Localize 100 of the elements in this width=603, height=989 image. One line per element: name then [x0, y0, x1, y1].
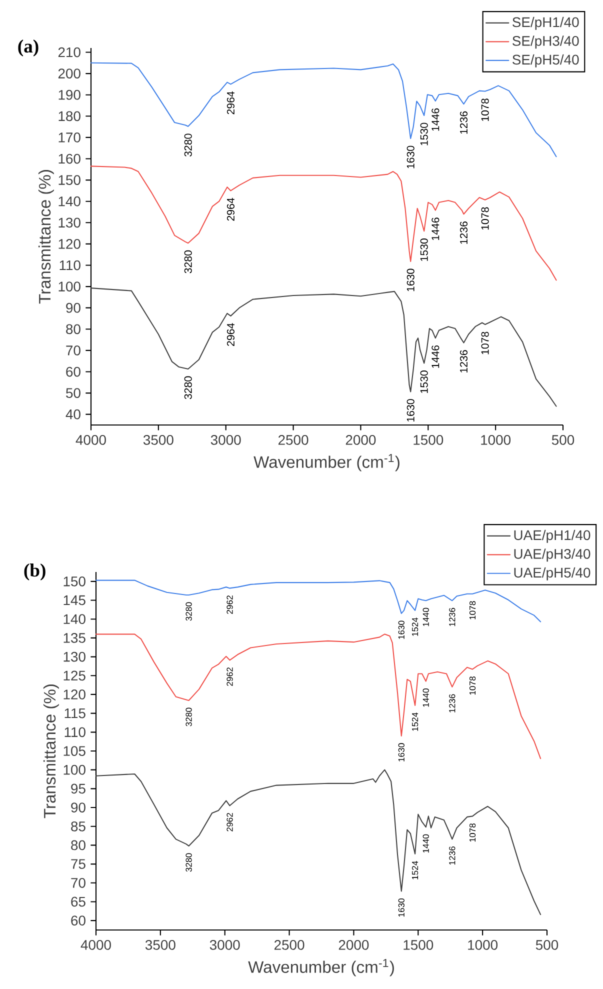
chart-title: (b) [24, 564, 46, 580]
y-tick-label: 85 [71, 821, 86, 832]
annotation: 1078 [469, 676, 476, 695]
y-tick-label: 150 [64, 576, 86, 586]
x-tick-label: 4000 [76, 435, 106, 445]
annotation: 3280 [184, 134, 192, 157]
annotation: 1630 [398, 620, 404, 639]
y-tick-label: 170 [58, 132, 80, 142]
annotation: 1078 [469, 601, 476, 620]
x-tick-label: 3500 [143, 435, 174, 445]
annotation: 3280 [186, 602, 192, 621]
legend-label: SE/pH1/40 [512, 16, 579, 30]
annotation: 1630 [406, 146, 414, 168]
y-tick-label: 150 [58, 175, 80, 185]
y-tick-label: 130 [58, 218, 80, 228]
annotation: 3280 [184, 250, 192, 274]
annotation: 1078 [469, 823, 476, 842]
y-tick-label: 95 [71, 784, 86, 794]
y-axis-title: Transmittance (%) [38, 170, 54, 304]
y-tick-label: 180 [58, 111, 80, 122]
annotation: 1078 [481, 98, 489, 121]
x-tick-label: 3000 [210, 435, 241, 445]
legend-label: SE/pH5/40 [512, 54, 579, 68]
annotation: 3280 [186, 708, 192, 726]
line-series [95, 769, 542, 916]
annotation: 1078 [481, 207, 489, 230]
annotation: 1524 [412, 861, 418, 880]
y-tick-label: 75 [71, 859, 86, 869]
x-tick-label: 2000 [338, 940, 369, 950]
annotation: 1440 [422, 834, 429, 853]
annotation: 2964 [226, 198, 234, 221]
y-tick-label: 100 [64, 764, 86, 775]
annotation: 1524 [412, 712, 418, 731]
annotation: 1630 [406, 399, 414, 422]
annotation: 2962 [226, 596, 233, 614]
annotation: 1078 [481, 332, 489, 354]
y-tick-label: 120 [64, 690, 86, 700]
annotation: 1630 [398, 898, 404, 917]
y-tick-label: 50 [66, 388, 80, 398]
y-tick-label: 140 [58, 196, 80, 206]
annotation: 1446 [432, 345, 440, 368]
y-tick-label: 90 [71, 802, 86, 812]
annotation: 1236 [460, 350, 468, 373]
y-tick-label: 60 [71, 916, 86, 926]
y-tick-label: 110 [60, 260, 80, 270]
annotation: 3280 [186, 853, 192, 872]
x-tick-label: 1500 [404, 940, 434, 950]
y-tick-label: 140 [64, 614, 86, 624]
annotation: 2964 [226, 91, 234, 114]
y-tick-label: 80 [66, 324, 80, 334]
x-tick-label: 1500 [414, 435, 444, 445]
y-tick-label: 210 [58, 47, 80, 58]
x-tick-label: 500 [552, 435, 574, 445]
x-tick-label: 2000 [346, 435, 376, 445]
y-tick-label: 160 [58, 154, 80, 164]
x-tick-label: 3000 [210, 940, 240, 950]
y-tick-label: 115 [64, 708, 86, 718]
legend-label: SE/pH3/40 [512, 36, 579, 49]
chart-title: (a) [18, 40, 38, 56]
annotation: 2964 [226, 323, 234, 346]
y-tick-label: 145 [64, 595, 86, 606]
x-tick-label: 500 [536, 940, 558, 950]
annotation: 1236 [449, 846, 456, 865]
annotation: 1440 [422, 608, 429, 626]
y-tick-label: 40 [66, 409, 80, 420]
y-tick-label: 200 [58, 68, 80, 78]
annotation: 1236 [449, 694, 456, 712]
y-tick-label: 105 [64, 746, 86, 756]
y-tick-label: 60 [66, 366, 80, 377]
y-axis-title: Transmittance (%) [43, 684, 59, 818]
x-tick-label: 3500 [145, 940, 176, 950]
y-tick-label: 190 [58, 90, 80, 100]
x-tick-label: 4000 [80, 940, 111, 950]
y-tick-label: 120 [58, 239, 80, 249]
y-tick-label: 80 [71, 840, 86, 850]
annotation: 2962 [226, 813, 233, 832]
y-tick-label: 100 [58, 282, 80, 292]
y-tick-label: 65 [71, 896, 86, 907]
annotation: 1524 [412, 618, 418, 636]
annotation: 1446 [432, 218, 440, 240]
annotation: 1630 [406, 268, 414, 292]
legend-label: UAE/pH5/40 [514, 567, 590, 580]
annotation: 1530 [420, 238, 428, 261]
y-tick-label: 110 [64, 727, 86, 738]
x-axis-title: Wavenumber (cm$^{-1}$) [254, 454, 400, 472]
annotation: 1630 [398, 743, 404, 762]
y-tick-label: 70 [66, 346, 80, 356]
annotation: 2962 [226, 668, 233, 686]
legend-label: UAE/pH1/40 [514, 530, 590, 543]
annotation: 1530 [420, 370, 428, 393]
annotation: 1236 [460, 111, 468, 134]
x-tick-label: 2500 [274, 940, 304, 950]
annotation: 3280 [184, 376, 192, 400]
legend-label: UAE/pH3/40 [514, 548, 590, 562]
y-tick-label: 135 [64, 633, 86, 643]
y-tick-label: 70 [71, 878, 86, 888]
x-tick-label: 1000 [468, 940, 498, 950]
y-tick-label: 130 [64, 652, 86, 662]
x-tick-label: 2500 [278, 435, 308, 445]
annotation: 1236 [460, 222, 468, 244]
